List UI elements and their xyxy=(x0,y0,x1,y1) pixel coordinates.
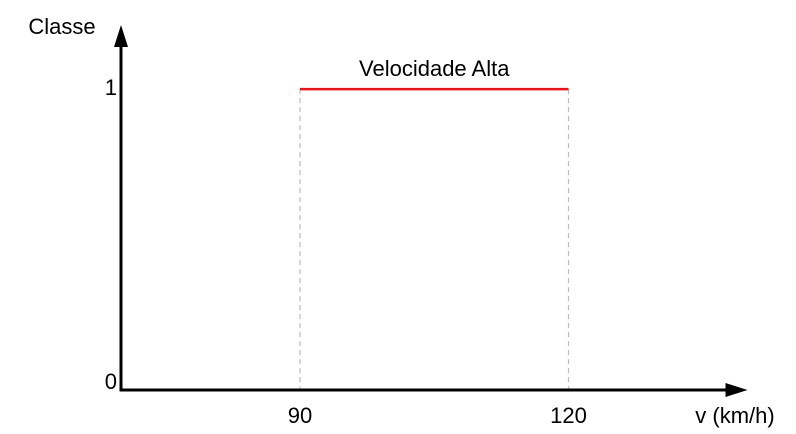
x-axis-arrow xyxy=(725,383,748,397)
x-tick-label: 90 xyxy=(288,403,312,428)
y-axis-arrow xyxy=(114,25,128,47)
y-tick-label: 0 xyxy=(105,369,117,394)
y-axis-label: Classe xyxy=(28,14,95,39)
x-tick-label: 120 xyxy=(550,403,587,428)
series-label: Velocidade Alta xyxy=(359,56,510,81)
x-axis-label: v (km/h) xyxy=(695,403,774,428)
y-tick-label: 1 xyxy=(105,75,117,100)
